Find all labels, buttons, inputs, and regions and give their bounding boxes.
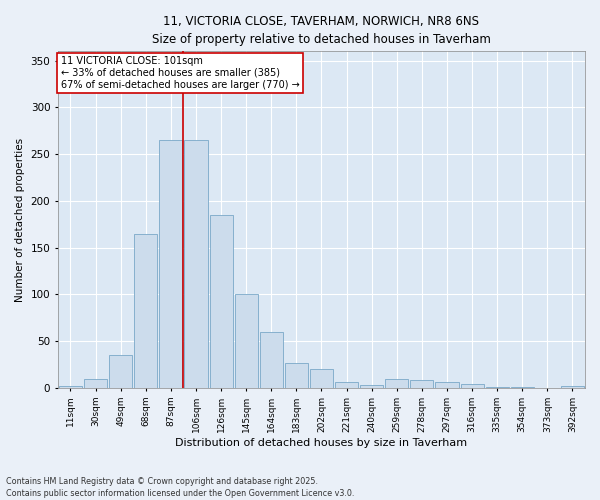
X-axis label: Distribution of detached houses by size in Taverham: Distribution of detached houses by size … [175, 438, 467, 448]
Bar [385, 378, 409, 388]
Bar [285, 362, 308, 388]
Bar [134, 234, 157, 388]
Bar [511, 387, 534, 388]
Text: 11 VICTORIA CLOSE: 101sqm
← 33% of detached houses are smaller (385)
67% of semi: 11 VICTORIA CLOSE: 101sqm ← 33% of detac… [61, 56, 299, 90]
Bar [84, 378, 107, 388]
Bar [310, 369, 333, 388]
Bar [59, 386, 82, 388]
Y-axis label: Number of detached properties: Number of detached properties [15, 138, 25, 302]
Bar [360, 385, 383, 388]
Bar [335, 382, 358, 388]
Bar [184, 140, 208, 388]
Bar [410, 380, 433, 388]
Bar [209, 215, 233, 388]
Text: Contains HM Land Registry data © Crown copyright and database right 2025.
Contai: Contains HM Land Registry data © Crown c… [6, 476, 355, 498]
Title: 11, VICTORIA CLOSE, TAVERHAM, NORWICH, NR8 6NS
Size of property relative to deta: 11, VICTORIA CLOSE, TAVERHAM, NORWICH, N… [152, 15, 491, 46]
Bar [160, 140, 182, 388]
Bar [109, 355, 132, 388]
Bar [260, 332, 283, 388]
Bar [461, 384, 484, 388]
Bar [235, 294, 258, 388]
Bar [485, 387, 509, 388]
Bar [436, 382, 458, 388]
Bar [561, 386, 584, 388]
